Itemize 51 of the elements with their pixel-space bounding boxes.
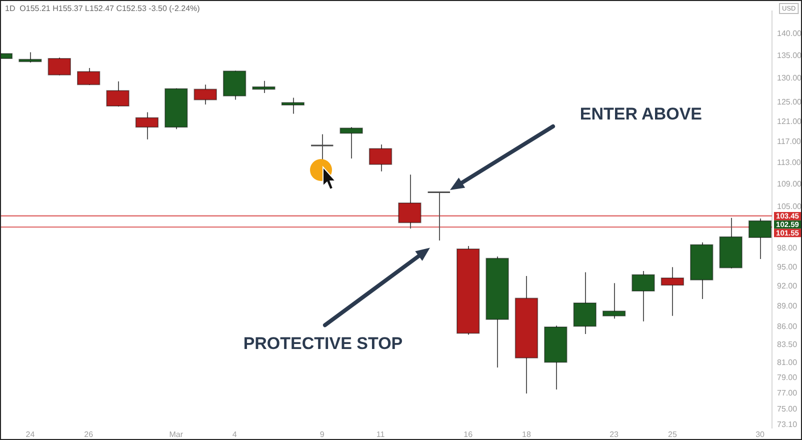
candlestick [427, 192, 451, 242]
y-tick-label: 140.00 [777, 29, 802, 38]
candlestick [194, 84, 217, 106]
candlestick [106, 80, 130, 107]
x-tick-label: 26 [84, 430, 94, 440]
y-tick-label: 92.00 [777, 282, 798, 291]
y-tick-label: 130.00 [777, 74, 802, 83]
candlestick [252, 80, 276, 94]
candlestick [602, 282, 626, 320]
candlestick [660, 266, 684, 316]
y-tick-label: 81.00 [777, 358, 798, 368]
y-tick-label: 125.00 [777, 97, 802, 106]
annotation: ENTER ABOVE [580, 104, 702, 124]
y-tick-label: 73.10 [777, 420, 798, 429]
y-tick-label: 135.00 [777, 51, 802, 60]
y-tick-label: 95.00 [777, 262, 798, 272]
chart-subtitle: 1D O155.21 H155.37 L152.47 C152.53 -3.50 (-2.24%) [5, 4, 200, 14]
candlestick [135, 112, 159, 140]
y-tick-label: 113.00 [777, 158, 802, 168]
candlestick [48, 57, 71, 76]
y-tick-label: 77.00 [777, 388, 798, 398]
candlestick [76, 67, 100, 86]
x-tick-label: 30 [756, 430, 766, 440]
candlestick [398, 174, 422, 230]
x-tick-label: 11 [376, 430, 386, 440]
y-tick-label: 117.00 [777, 137, 802, 146]
y-tick-label: 98.00 [777, 244, 798, 253]
y-tick-label: 83.50 [777, 340, 798, 349]
candlestick [368, 144, 392, 172]
x-tick-label: Mar [169, 430, 184, 440]
x-tick-label: 16 [464, 430, 474, 440]
x-tick-label: 23 [610, 430, 620, 440]
candlestick [281, 97, 305, 114]
candlestick [632, 270, 655, 322]
candlestick [18, 52, 42, 64]
y-tick-label: 105.00 [777, 202, 802, 212]
y-tick-label: 75.00 [777, 404, 798, 414]
y-tick-label: 89.00 [777, 302, 798, 311]
x-tick-label: 9 [320, 430, 325, 440]
x-tick-label: 4 [232, 430, 238, 440]
candlestick [573, 272, 596, 335]
y-tick-label: 121.00 [777, 116, 802, 126]
y-tick-label: 79.00 [777, 373, 798, 382]
x-tick-label: 24 [26, 430, 36, 440]
candlestick [748, 218, 772, 260]
candlestick [340, 126, 363, 160]
x-tick-label: 18 [522, 430, 532, 440]
x-tick-label: 25 [668, 430, 678, 440]
annotation: PROTECTIVE STOP [243, 334, 403, 354]
y-tick-label: 109.00 [777, 180, 802, 189]
y-tick-label: 86.00 [777, 322, 798, 332]
